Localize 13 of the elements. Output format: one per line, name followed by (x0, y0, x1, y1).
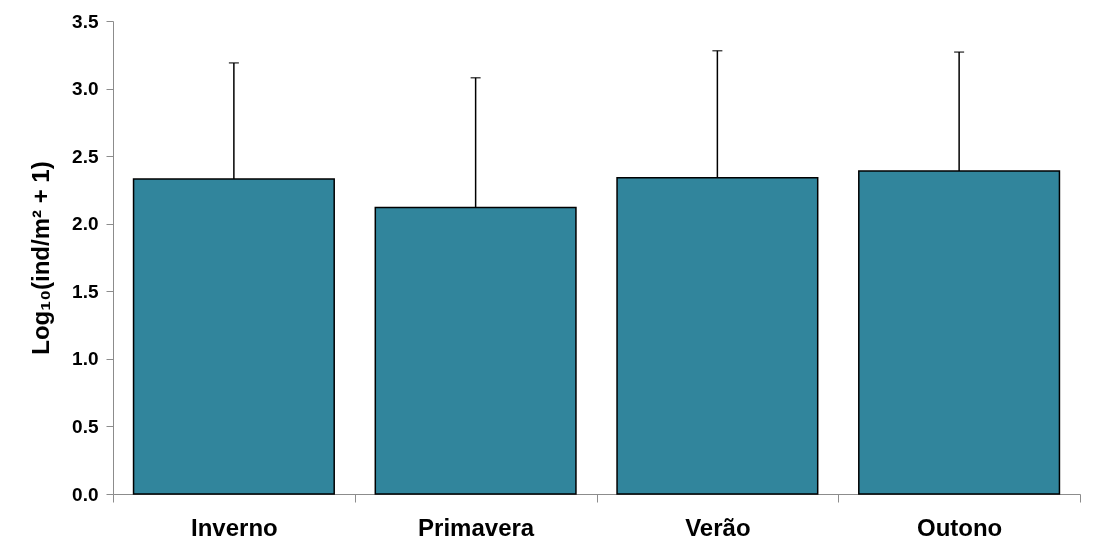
y-tick-label: 3.5 (72, 10, 99, 32)
y-tick-label: 0.5 (72, 415, 99, 437)
y-tick-label: 1.0 (72, 348, 99, 370)
x-tick-label: Outono (916, 513, 1003, 541)
y-tick-label: 2.5 (72, 145, 99, 167)
y-tick-label: 3.0 (72, 78, 99, 100)
y-tick-label: 2.0 (72, 213, 99, 235)
x-tick-label: Primavera (418, 513, 535, 541)
x-tick-label: Verão (685, 513, 751, 541)
x-tick-label: Inverno (191, 513, 278, 541)
y-axis-title: Log₁₀(ind/m² + 1) (27, 161, 55, 355)
y-tick-label: 0.0 (72, 483, 99, 505)
y-tick-label: 1.5 (72, 280, 99, 302)
